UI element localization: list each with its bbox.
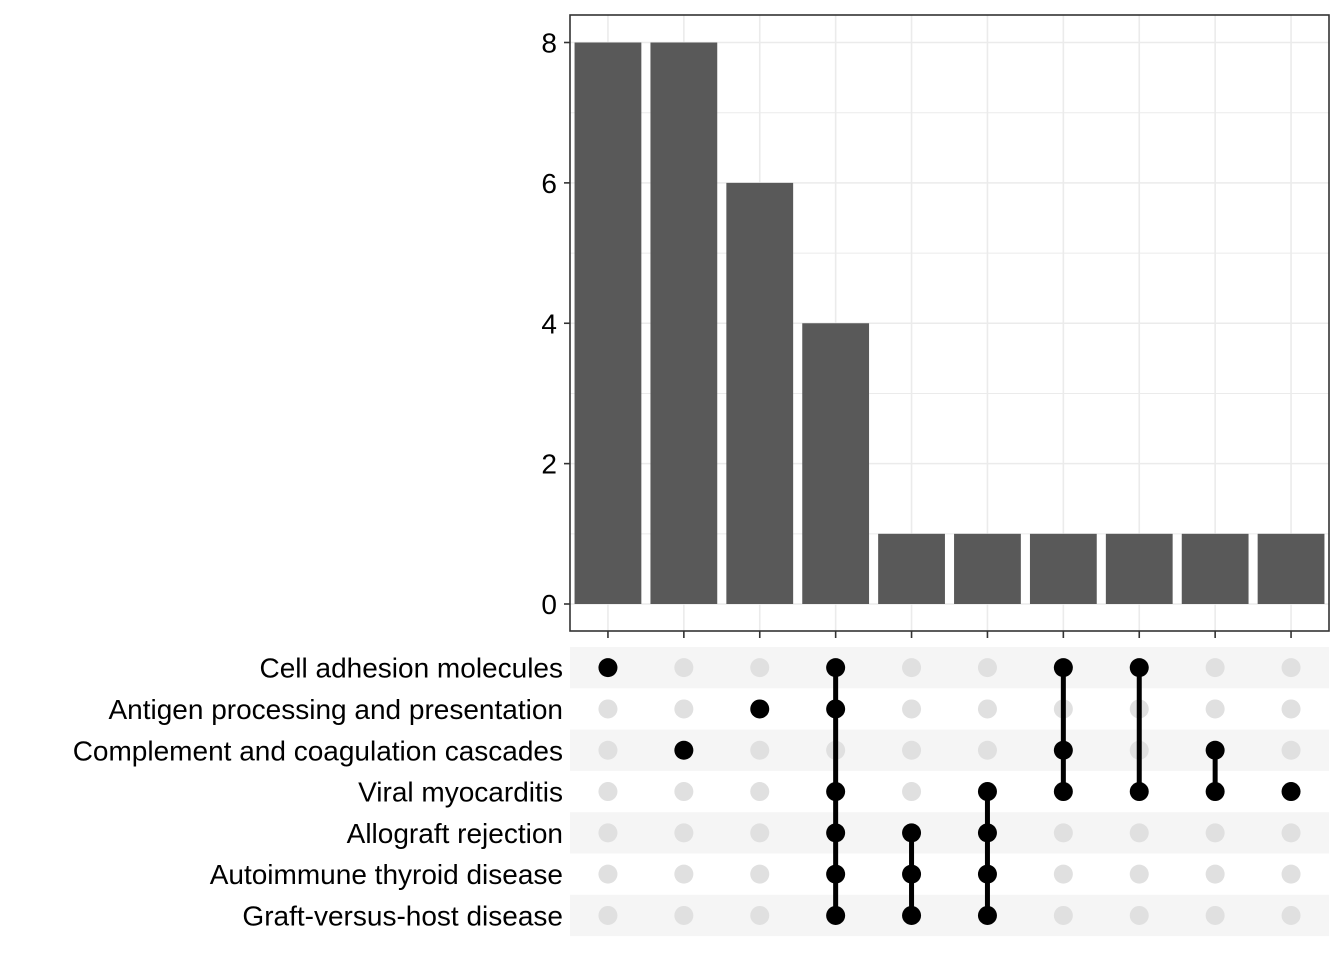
dot-inactive [1129,823,1149,843]
dot-inactive [598,905,618,925]
dot-active [1205,740,1225,760]
dot-inactive [674,864,694,884]
dot-active [674,740,694,760]
dot-active [750,699,770,719]
dot-inactive [902,658,922,678]
dot-inactive [977,658,997,678]
dot-active [902,823,922,843]
dot-inactive [902,782,922,802]
dot-active [977,905,997,925]
dot-inactive [598,740,618,760]
bar [1105,533,1173,604]
dot-active [1205,782,1225,802]
row-stripe [570,812,1329,854]
dot-inactive [750,740,770,760]
dot-active [826,699,846,719]
y-tick-label: 2 [541,449,557,480]
dot-inactive [1281,823,1301,843]
dot-active [1053,740,1073,760]
dot-inactive [750,864,770,884]
dot-inactive [1205,823,1225,843]
dot-active [1053,782,1073,802]
dot-inactive [1129,864,1149,884]
dot-inactive [1281,905,1301,925]
dot-inactive [1281,864,1301,884]
dot-inactive [750,782,770,802]
y-tick-label: 6 [541,168,557,199]
dot-inactive [1281,740,1301,760]
set-label: Viral myocarditis [358,777,563,808]
row-stripe [570,894,1329,937]
set-label: Autoimmune thyroid disease [210,859,563,890]
dot-active [826,905,846,925]
bar [1257,533,1325,604]
bar [802,323,870,604]
dot-inactive [674,905,694,925]
matrix-panel: Cell adhesion molecules Antigen processin… [73,647,1329,937]
dot-inactive [1281,658,1301,678]
dot-inactive [1053,864,1073,884]
dot-inactive [674,823,694,843]
dot-inactive [977,740,997,760]
y-tick-label: 4 [541,308,557,339]
dot-inactive [598,823,618,843]
dot-inactive [1053,905,1073,925]
dot-inactive [1053,823,1073,843]
dot-inactive [674,782,694,802]
dot-active [598,658,618,678]
dot-inactive [674,658,694,678]
dot-inactive [750,823,770,843]
dot-inactive [1205,699,1225,719]
dot-inactive [750,658,770,678]
dot-active [826,864,846,884]
dot-inactive [598,782,618,802]
dot-active [1129,658,1149,678]
dot-inactive [598,699,618,719]
dot-inactive [1129,905,1149,925]
dot-inactive [1281,699,1301,719]
dot-inactive [1205,658,1225,678]
dot-inactive [1205,905,1225,925]
dot-active [977,823,997,843]
set-label: Cell adhesion molecules [259,653,563,684]
row-stripe [570,647,1329,689]
set-label: Complement and coagulation cascades [73,735,563,766]
dot-inactive [674,699,694,719]
dot-active [977,782,997,802]
dot-active [826,658,846,678]
set-label: Allograft rejection [347,818,563,849]
y-tick-label: 0 [541,589,557,620]
dot-active [1053,658,1073,678]
dot-active [1129,782,1149,802]
bar [650,42,718,604]
y-tick-label: 8 [541,28,557,59]
set-label: Graft-versus-host disease [242,900,563,931]
bar [1181,533,1249,604]
bar [726,182,794,604]
dot-active [1281,782,1301,802]
set-label: Antigen processing and presentation [108,694,563,725]
dot-inactive [750,905,770,925]
bar [954,533,1021,604]
dot-inactive [1205,864,1225,884]
dot-active [826,823,846,843]
dot-active [826,782,846,802]
dot-inactive [902,740,922,760]
bar [1029,533,1097,604]
row-stripe [570,729,1329,771]
dot-active [977,864,997,884]
dot-inactive [598,864,618,884]
dot-inactive [977,699,997,719]
bar-panel: 0 2 4 6 8 [541,14,1330,638]
dot-inactive [902,699,922,719]
dot-active [902,864,922,884]
dot-active [902,905,922,925]
bar [574,42,642,604]
bar [878,533,945,604]
